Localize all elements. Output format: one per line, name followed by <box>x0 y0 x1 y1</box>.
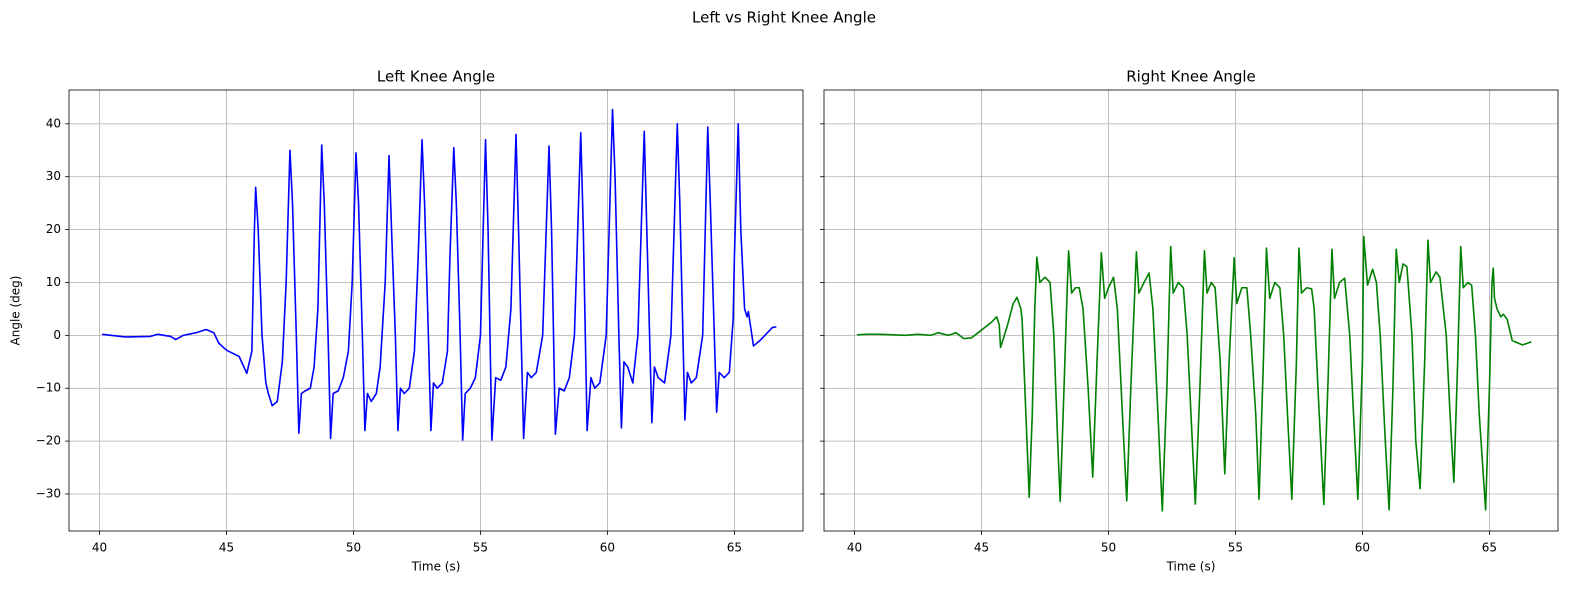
x-tick-label: 50 <box>346 541 361 555</box>
y-axis-label: Angle (deg) <box>9 276 23 346</box>
x-tick-label: 50 <box>1101 541 1116 555</box>
x-tick-label: 55 <box>473 541 488 555</box>
x-tick-label: 65 <box>727 541 742 555</box>
x-axis-label: Time (s) <box>1166 560 1216 574</box>
y-tick-label: 40 <box>46 116 61 130</box>
y-tick-label: −30 <box>36 486 61 500</box>
y-tick-label: 0 <box>53 328 61 342</box>
x-tick-label: 65 <box>1482 541 1497 555</box>
axes-title: Left Knee Angle <box>377 68 495 86</box>
y-tick-label: −20 <box>36 434 61 448</box>
y-tick-label: 10 <box>46 275 61 289</box>
axes-frame <box>823 89 1559 532</box>
x-tick-label: 45 <box>974 541 989 555</box>
data-line <box>856 235 1532 512</box>
axes-title: Right Knee Angle <box>1126 68 1256 86</box>
axes-frame <box>68 89 804 532</box>
x-tick-label: 40 <box>847 541 862 555</box>
data-line <box>101 108 777 441</box>
y-tick-label: 20 <box>46 222 61 236</box>
x-tick-label: 40 <box>92 541 107 555</box>
y-tick-label: −10 <box>36 381 61 395</box>
x-tick-label: 55 <box>1228 541 1243 555</box>
x-tick-label: 60 <box>1355 541 1370 555</box>
x-axis-label: Time (s) <box>411 560 461 574</box>
x-tick-label: 45 <box>219 541 234 555</box>
x-tick-label: 60 <box>600 541 615 555</box>
figure-title: Left vs Right Knee Angle <box>692 9 876 27</box>
y-tick-label: 30 <box>46 169 61 183</box>
